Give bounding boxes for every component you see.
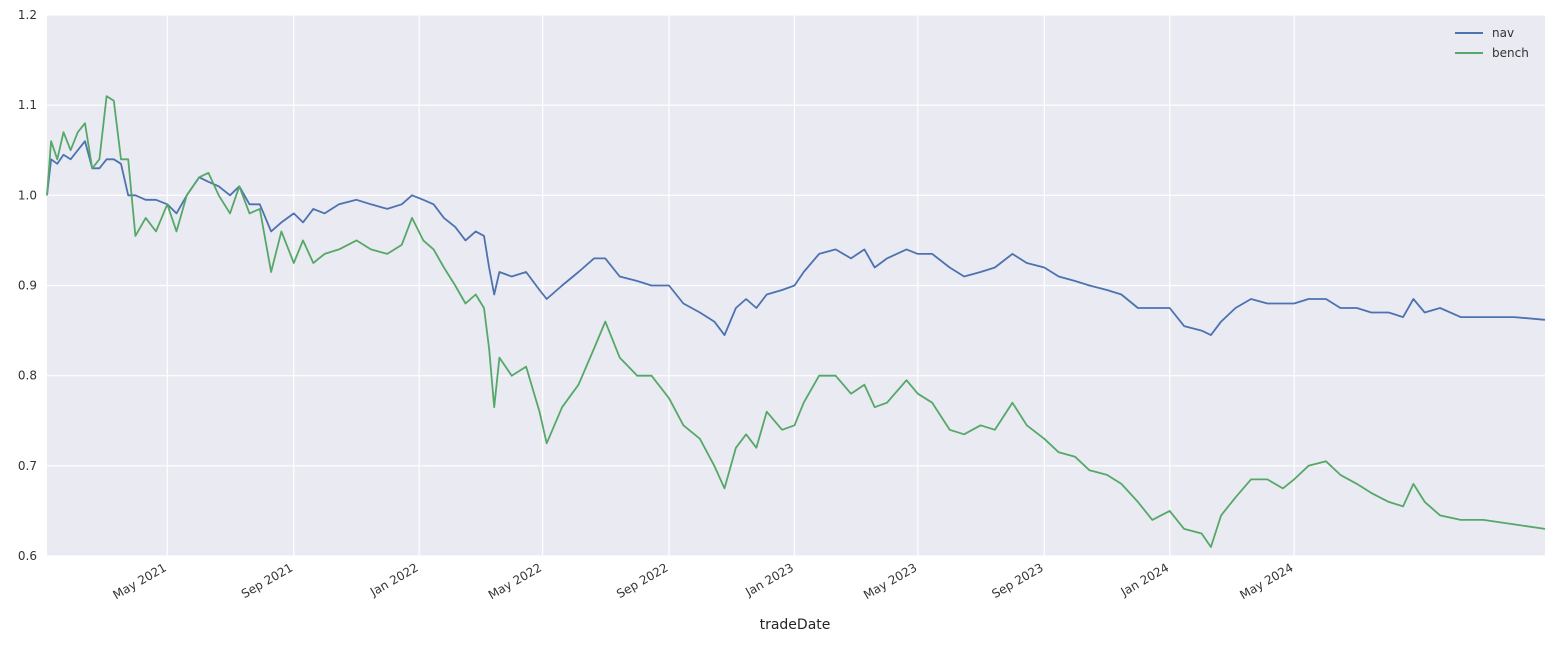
x-tick-label: May 2021: [111, 560, 169, 602]
y-tick-label: 0.9: [18, 279, 37, 293]
x-axis-label: tradeDate: [760, 617, 831, 633]
x-tick-label: May 2024: [1237, 560, 1295, 602]
y-tick-label: 0.8: [18, 369, 37, 383]
series-line-bench: [46, 95, 1546, 548]
x-tick-label: Jan 2024: [1118, 560, 1172, 599]
series-line-nav: [46, 140, 1546, 337]
x-tick-label: Sep 2022: [614, 560, 670, 601]
y-axis-ticks: 0.6 0.7 0.8 0.9 1.0 1.1 1.2: [18, 8, 37, 563]
legend: nav bench: [1455, 26, 1529, 60]
x-tick-label: Sep 2023: [989, 560, 1045, 601]
legend-label-bench: bench: [1492, 46, 1529, 60]
y-tick-label: 0.7: [18, 459, 37, 473]
x-tick-label: May 2023: [861, 560, 919, 602]
grid-lines: [47, 14, 1545, 557]
legend-label-nav: nav: [1492, 26, 1514, 40]
series-lines: [46, 95, 1546, 548]
y-tick-label: 1.1: [18, 98, 37, 112]
y-tick-label: 1.2: [18, 8, 37, 22]
y-tick-label: 0.6: [18, 549, 37, 563]
y-tick-label: 1.0: [18, 188, 37, 202]
x-tick-label: Sep 2021: [239, 560, 295, 601]
x-tick-label: Jan 2023: [742, 560, 796, 599]
x-tick-label: May 2022: [486, 560, 544, 602]
x-tick-label: Jan 2022: [367, 560, 421, 599]
x-axis-ticks: May 2021 Sep 2021 Jan 2022 May 2022 Sep 2022…: [111, 560, 1296, 602]
